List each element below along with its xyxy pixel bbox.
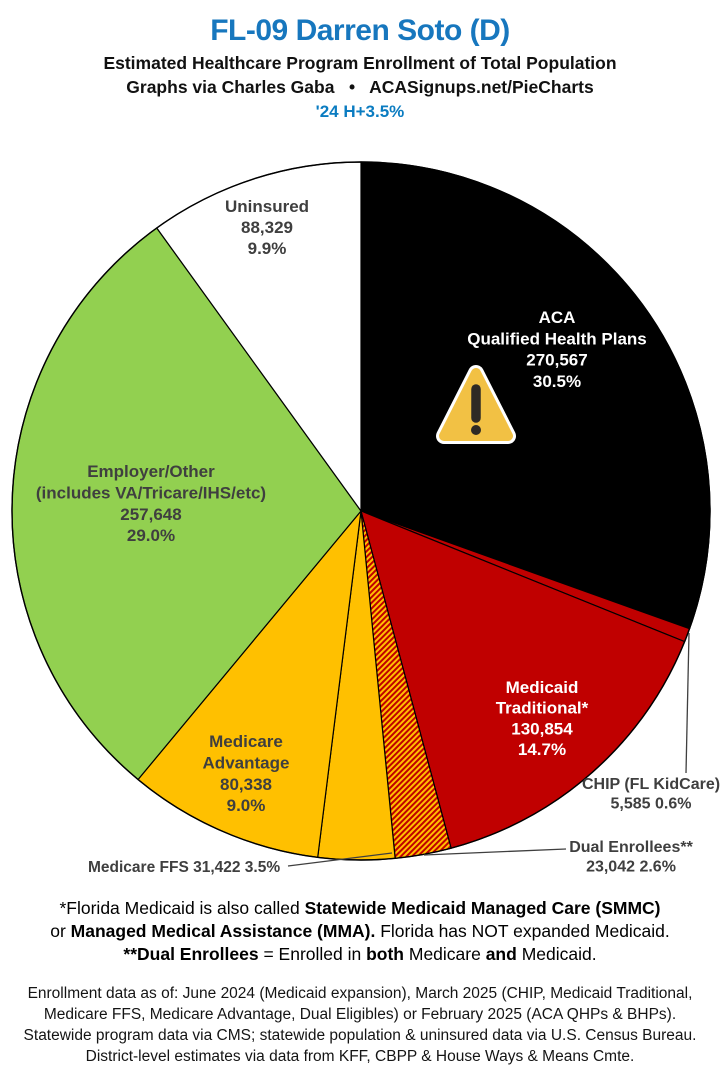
slice-labels: ACA Qualified Health Plans 270,567 30.5% CHI…	[36, 197, 720, 876]
chart-subtitle: Estimated Healthcare Program Enrollment …	[103, 53, 617, 73]
footnote-line: **Dual Enrollees = Enrolled in both Medi…	[123, 944, 597, 964]
leader-line	[423, 848, 567, 856]
slice-label-line: 88,329	[241, 218, 293, 237]
slice-label: ACA Qualified Health Plans 270,567 30.5%	[467, 308, 647, 391]
slice-label-line: Medicaid	[506, 678, 579, 697]
slice-label-line: 9.0%	[227, 796, 266, 815]
slice-label-line: Dual Enrollees**	[569, 839, 693, 856]
slice-label: Dual Enrollees** 23,042 2.6%	[569, 839, 693, 876]
slice-label-line: Traditional*	[496, 699, 589, 718]
slice-label-line: 29.0%	[127, 526, 175, 545]
slice-label-line: CHIP (FL KidCare)	[582, 776, 720, 793]
slice-label-line: 5,585 0.6%	[611, 796, 692, 813]
pie-rim	[11, 161, 711, 861]
slice-label: Employer/Other (includes VA/Tricare/IHS/e…	[36, 462, 266, 545]
footnote-line: District-level estimates via data from K…	[85, 1048, 635, 1065]
slice-label-line: Uninsured	[225, 197, 309, 216]
chart-version-tag: '24 H+3.5%	[315, 102, 405, 121]
slice-label: Uninsured 88,329 9.9%	[225, 197, 309, 258]
footnote-medicaid-notes: *Florida Medicaid is also called Statewi…	[0, 897, 720, 966]
leader-line	[287, 852, 393, 867]
slice-label-line: 257,648	[120, 505, 181, 524]
slice-label-line: 80,338	[220, 775, 272, 794]
slice-label-line: (includes VA/Tricare/IHS/etc)	[36, 483, 266, 502]
slice-label-line: 23,042 2.6%	[586, 859, 676, 876]
warning-exclamation-dot	[471, 425, 481, 435]
page-title: FL-09 Darren Soto (D)	[210, 14, 510, 47]
slice-label-line: 130,854	[511, 719, 573, 738]
footnote-line: Statewide program data via CMS; statewid…	[23, 1027, 697, 1044]
slice-label: Medicaid Traditional* 130,854 14.7%	[496, 678, 589, 759]
slice-label: Medicare Advantage 80,338 9.0%	[203, 732, 290, 815]
pie-slices	[11, 161, 711, 861]
leader-lines	[287, 632, 690, 867]
footnote-line: *Florida Medicaid is also called Statewi…	[59, 898, 661, 918]
footnote-data-sources: Enrollment data as of: June 2024 (Medica…	[0, 983, 720, 1067]
footnote-line: or Managed Medical Assistance (MMA). Flo…	[50, 921, 670, 941]
footnote-line: Medicare FFS, Medicare Advantage, Dual E…	[43, 1006, 677, 1023]
footnote-line: Enrollment data as of: June 2024 (Medica…	[27, 985, 693, 1002]
slice-label-line: ACA	[539, 308, 576, 327]
slice-label-line: 14.7%	[518, 740, 566, 759]
chart-credit: Graphs via Charles Gaba • ACASignups.net…	[126, 77, 594, 97]
slice-label-line: 30.5%	[533, 372, 581, 391]
slice-label-line: Advantage	[203, 753, 290, 772]
slice-label-line: 270,567	[526, 351, 587, 370]
slice-label: CHIP (FL KidCare) 5,585 0.6%	[582, 776, 720, 813]
slice-label-line: Qualified Health Plans	[467, 329, 647, 348]
slice-label: Medicare FFS 31,422 3.5%	[88, 859, 280, 876]
slice-label-line: Medicare FFS 31,422 3.5%	[88, 859, 280, 876]
leader-line	[685, 632, 690, 774]
slice-label-line: 9.9%	[248, 239, 287, 258]
warning-icon	[436, 365, 516, 444]
slice-label-line: Employer/Other	[87, 462, 215, 481]
slice-label-line: Medicare	[209, 732, 283, 751]
